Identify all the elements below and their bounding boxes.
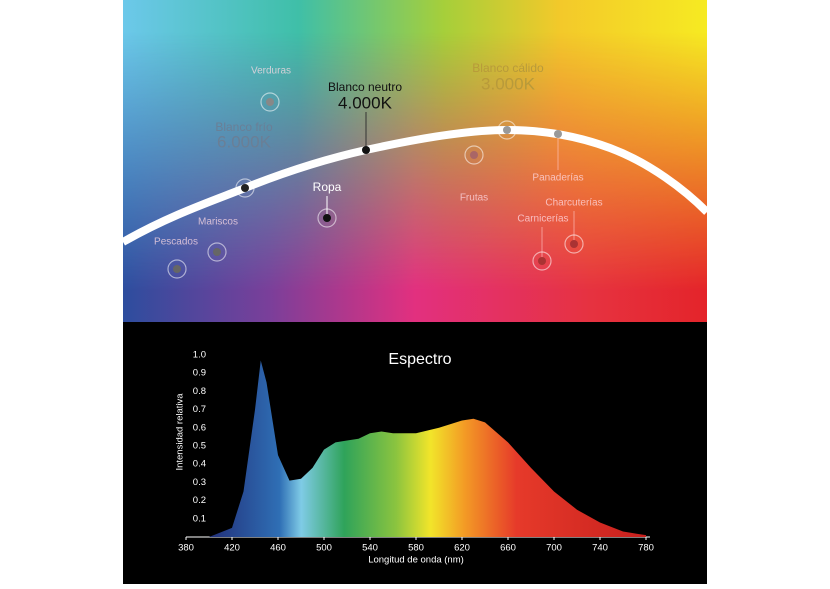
x-tick-label: 700: [546, 543, 562, 554]
y-tick-label: 0.2: [193, 495, 206, 506]
point: [554, 130, 562, 138]
y-tick-label: 1.0: [193, 350, 206, 361]
point-label: Pescados: [154, 237, 198, 248]
point-ring: [317, 208, 337, 228]
y-tick-label: 0.5: [193, 441, 206, 452]
y-tick-label: 0.4: [193, 459, 206, 470]
map-points: Verduras Blanco frío 6.000K Blanco neutr…: [154, 61, 603, 279]
x-tick-label: 460: [270, 543, 286, 554]
x-tick-label: 660: [500, 543, 516, 554]
point: [173, 265, 181, 273]
spectrum-chart: Espectro Longitud de onda (nm) Intensida…: [175, 350, 654, 566]
point-label: Verduras: [251, 66, 291, 77]
point-label: Frutas: [460, 193, 488, 204]
point-label: Blanco frío: [215, 120, 273, 134]
map-overlay: [123, 0, 707, 322]
point-ring: [532, 251, 552, 271]
point-ring: [497, 120, 517, 140]
point: [538, 257, 546, 265]
point-label: Blanco neutro: [328, 80, 402, 94]
point-value: 6.000K: [217, 132, 272, 151]
y-tick-label: 0.1: [193, 513, 206, 524]
point: [241, 184, 249, 192]
x-tick-label: 420: [224, 543, 240, 554]
point-label: Blanco cálido: [472, 61, 544, 75]
color-map: [121, 0, 710, 322]
x-tick-label: 500: [316, 543, 332, 554]
x-tick-label: 740: [592, 543, 608, 554]
point-ring: [167, 259, 187, 279]
y-tick-label: 0.7: [193, 404, 206, 415]
point-ring: [464, 145, 484, 165]
point-label: Carnicerías: [517, 214, 568, 225]
point-label: Panaderías: [532, 173, 583, 184]
point: [503, 126, 511, 134]
x-tick-label: 540: [362, 543, 378, 554]
point-value: 3.000K: [481, 74, 536, 93]
point: [213, 248, 221, 256]
point: [470, 151, 478, 159]
planck-curve: [121, 125, 710, 246]
x-tick-label: 780: [638, 543, 654, 554]
x-tick-label: 620: [454, 543, 470, 554]
y-tick-label: 0.8: [193, 386, 206, 397]
y-axis-title: Intensidad relativa: [175, 393, 186, 471]
point-ring: [260, 92, 280, 112]
point-value: 4.000K: [338, 93, 393, 112]
x-axis-title: Longitud de onda (nm): [368, 555, 464, 566]
point: [570, 240, 578, 248]
x-tick-label: 580: [408, 543, 424, 554]
point-label: Ropa: [313, 180, 342, 194]
spectrum-area: [209, 360, 646, 537]
point: [362, 146, 370, 154]
y-tick-label: 0.3: [193, 477, 206, 488]
chart-title: Espectro: [388, 351, 451, 368]
point: [266, 98, 274, 106]
point-ring: [207, 242, 227, 262]
point-ring: [235, 178, 255, 198]
point: [323, 214, 331, 222]
y-tick-label: 0.6: [193, 422, 206, 433]
point-ring: [564, 234, 584, 254]
point-label: Mariscos: [198, 217, 238, 228]
point-label: Charcuterías: [545, 198, 602, 209]
y-tick-label: 0.9: [193, 368, 206, 379]
x-tick-label: 380: [178, 543, 194, 554]
